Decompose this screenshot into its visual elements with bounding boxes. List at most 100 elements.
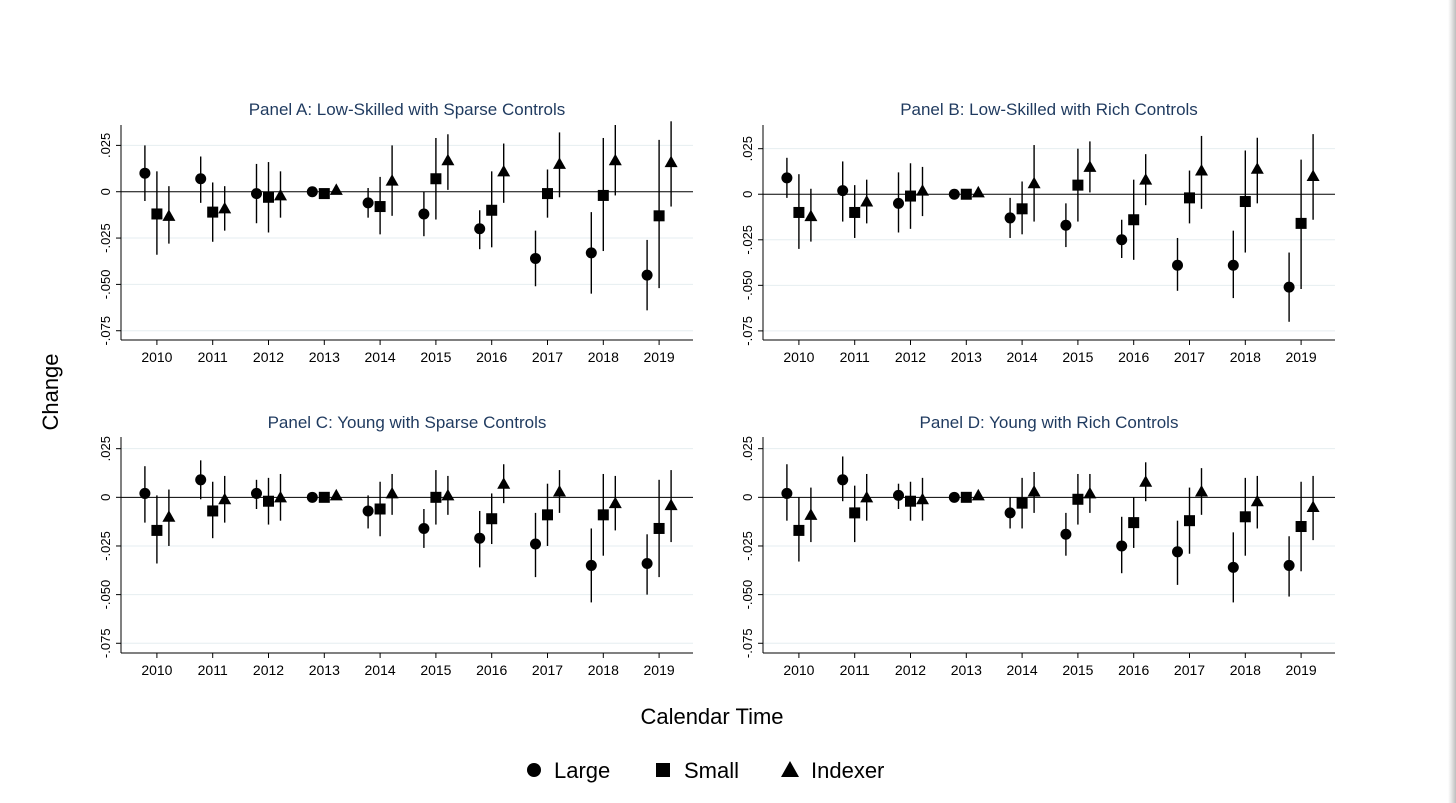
x-tick-label: 2017 <box>1174 662 1205 678</box>
point-large <box>1060 528 1072 540</box>
point-large <box>418 208 430 220</box>
point-small <box>486 204 498 216</box>
y-tick-label: 0 <box>98 494 113 501</box>
point-indexer <box>916 184 929 196</box>
x-axis-label: Calendar Time <box>640 704 783 729</box>
y-tick-label: .025 <box>740 136 755 161</box>
x-tick-label: 2010 <box>783 662 814 678</box>
point-small <box>1239 511 1251 523</box>
x-tick-label: 2013 <box>309 662 340 678</box>
point-small <box>542 509 553 521</box>
point-small <box>1016 203 1028 215</box>
point-indexer <box>329 488 343 501</box>
point-indexer <box>553 484 566 497</box>
point-small <box>1128 214 1140 226</box>
y-tick-label: -.075 <box>740 316 755 346</box>
y-tick-label: -.075 <box>98 628 113 658</box>
y-tick-label: -.025 <box>740 531 755 561</box>
y-tick-label: .025 <box>98 436 113 461</box>
point-large <box>641 557 653 569</box>
series-indexer <box>804 462 1320 543</box>
point-indexer <box>218 492 232 505</box>
x-tick-label: 2015 <box>1062 349 1093 365</box>
point-small <box>597 509 609 521</box>
point-small <box>207 206 219 218</box>
point-small <box>430 491 442 503</box>
series-indexer <box>162 464 678 546</box>
series-small <box>793 148 1307 289</box>
point-indexer <box>329 183 343 195</box>
point-indexer <box>497 164 511 177</box>
x-tick-label: 2010 <box>141 662 172 678</box>
point-large <box>251 188 262 200</box>
point-small <box>1184 192 1195 204</box>
point-small <box>151 524 163 536</box>
x-tick-label: 2011 <box>840 662 870 678</box>
series-small <box>151 137 665 289</box>
legend-triangle-icon <box>781 761 799 777</box>
point-indexer <box>1027 176 1041 189</box>
point-indexer <box>274 490 287 503</box>
point-small <box>793 524 805 536</box>
y-tick-label: 0 <box>98 188 113 195</box>
point-small <box>597 189 609 201</box>
x-tick-label: 2012 <box>895 349 926 365</box>
point-indexer <box>1306 169 1320 182</box>
series-large <box>781 456 1295 603</box>
point-small <box>653 522 665 534</box>
point-indexer <box>1250 162 1264 174</box>
point-indexer <box>441 488 455 501</box>
x-tick-label: 2011 <box>840 349 870 365</box>
y-tick-label: 0 <box>740 191 755 198</box>
point-small <box>960 188 972 200</box>
x-tick-label: 2015 <box>1062 662 1093 678</box>
panel-b: Panel B: Low-Skilled with Rich Controls.… <box>740 100 1335 365</box>
point-large <box>530 252 541 264</box>
point-small <box>263 495 274 507</box>
x-tick-label: 2018 <box>1230 349 1261 365</box>
legend-label-small: Small <box>684 758 739 783</box>
x-tick-label: 2013 <box>951 349 982 365</box>
point-large <box>641 269 653 281</box>
x-tick-label: 2015 <box>420 662 451 678</box>
point-indexer <box>497 477 511 489</box>
x-tick-label: 2010 <box>141 349 172 365</box>
x-tick-label: 2011 <box>198 662 228 678</box>
x-tick-label: 2019 <box>1286 349 1317 365</box>
point-large <box>1116 234 1128 246</box>
point-large <box>474 532 486 544</box>
point-small <box>1072 179 1084 191</box>
x-tick-label: 2013 <box>951 662 982 678</box>
legend-square-icon <box>656 763 670 777</box>
point-small <box>486 513 498 525</box>
point-indexer <box>608 153 622 166</box>
window-edge <box>1448 0 1456 803</box>
point-large <box>1172 259 1183 271</box>
x-tick-label: 2017 <box>532 662 563 678</box>
x-tick-label: 2010 <box>783 349 814 365</box>
point-large <box>418 522 430 534</box>
point-large <box>139 487 151 499</box>
point-large <box>195 474 207 486</box>
point-small <box>1016 497 1028 509</box>
point-large <box>474 223 486 235</box>
point-large <box>585 247 597 259</box>
point-large <box>1004 212 1016 224</box>
x-tick-label: 2014 <box>365 349 396 365</box>
point-large <box>362 505 374 517</box>
point-large <box>585 559 597 571</box>
point-indexer <box>608 496 622 509</box>
x-tick-label: 2014 <box>1007 662 1038 678</box>
panel-c: Panel C: Young with Sparse Controls .025 0… <box>98 413 693 678</box>
x-tick-label: 2012 <box>253 662 284 678</box>
point-small <box>793 206 805 218</box>
point-indexer <box>218 201 232 214</box>
point-indexer <box>441 153 455 166</box>
point-large <box>781 487 793 499</box>
y-tick-label: -.075 <box>740 628 755 658</box>
point-large <box>893 197 904 209</box>
point-indexer <box>860 490 874 503</box>
point-large <box>251 487 262 499</box>
series-small <box>793 473 1307 572</box>
x-tick-label: 2018 <box>588 662 619 678</box>
